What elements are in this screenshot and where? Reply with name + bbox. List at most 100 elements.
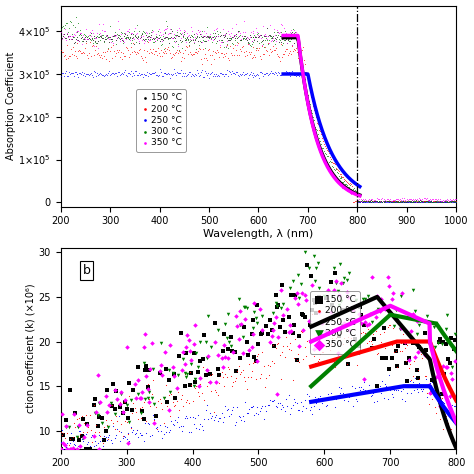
350 °C [175,25,183,32]
350 °C [64,33,72,41]
200 °C [305,84,313,91]
350 °C [403,195,410,202]
200 °C [272,345,279,352]
350 °C [288,41,296,49]
200 °C [114,48,122,56]
250 °C [109,69,117,77]
150 °C [298,310,306,318]
300 °C [277,304,285,312]
350 °C [182,27,189,35]
200 °C [310,106,318,114]
150 °C [288,292,295,299]
200 °C [164,43,172,50]
150 °C [322,157,329,165]
300 °C [316,137,324,145]
150 °C [201,37,209,45]
200 °C [401,345,409,352]
350 °C [222,353,229,361]
200 °C [196,45,204,52]
200 °C [391,348,398,356]
350 °C [437,402,444,410]
350 °C [212,379,220,386]
250 °C [209,412,216,419]
200 °C [402,357,410,365]
350 °C [251,299,258,307]
200 °C [159,49,166,56]
250 °C [73,433,80,440]
150 °C [69,435,76,443]
Text: b: b [82,264,91,277]
150 °C [90,401,98,409]
350 °C [292,28,300,36]
300 °C [291,28,299,36]
300 °C [98,32,105,39]
150 °C [88,29,95,36]
350 °C [239,349,246,357]
250 °C [397,387,405,394]
150 °C [70,39,77,46]
350 °C [106,401,113,409]
300 °C [249,324,257,331]
250 °C [86,71,93,78]
200 °C [111,425,118,433]
300 °C [73,27,81,35]
250 °C [78,436,86,443]
150 °C [254,37,261,45]
200 °C [425,198,432,206]
300 °C [104,423,112,430]
250 °C [269,397,277,405]
200 °C [162,47,169,55]
150 °C [352,190,359,197]
250 °C [271,70,278,78]
350 °C [60,33,67,40]
150 °C [353,190,360,198]
150 °C [72,35,79,43]
350 °C [315,308,323,316]
300 °C [385,198,393,205]
200 °C [221,53,228,60]
150 °C [238,33,246,40]
200 °C [392,199,400,206]
250 °C [91,437,99,445]
150 °C [90,36,97,44]
350 °C [419,197,427,204]
350 °C [81,34,88,42]
200 °C [363,197,370,205]
150 °C [194,37,202,45]
250 °C [419,385,427,393]
350 °C [222,42,229,50]
200 °C [175,406,183,413]
200 °C [445,419,452,426]
200 °C [229,45,237,52]
300 °C [96,36,104,44]
200 °C [255,46,262,53]
350 °C [331,174,338,182]
300 °C [100,38,108,46]
250 °C [310,98,318,105]
150 °C [439,338,447,346]
300 °C [384,198,392,205]
300 °C [126,34,134,42]
200 °C [201,55,208,62]
150 °C [281,328,289,336]
150 °C [450,198,458,205]
300 °C [330,165,337,173]
200 °C [109,54,116,62]
350 °C [436,197,443,205]
200 °C [381,198,389,205]
350 °C [141,330,149,337]
200 °C [257,370,265,378]
150 °C [404,198,411,206]
350 °C [286,321,294,329]
250 °C [343,171,350,179]
200 °C [129,39,137,46]
300 °C [201,44,209,52]
300 °C [332,165,339,173]
200 °C [165,391,173,399]
300 °C [435,198,442,205]
250 °C [292,399,299,406]
350 °C [393,195,401,203]
350 °C [275,29,283,37]
150 °C [146,34,154,41]
300 °C [293,35,301,42]
